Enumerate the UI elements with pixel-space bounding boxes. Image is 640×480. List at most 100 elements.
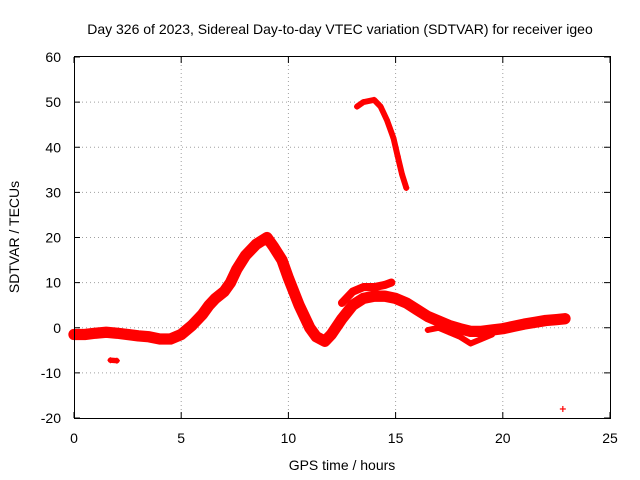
data-point [113,330,120,337]
data-point [424,327,431,334]
data-point [381,293,388,300]
data-point [103,329,110,336]
grid-lines [74,57,610,418]
y-tick-label: -20 [41,410,61,426]
data-point [499,325,506,332]
data-point [478,336,485,343]
data-point [146,333,153,340]
series-trace [354,96,410,191]
data-point [377,103,384,110]
x-tick-label: 25 [602,430,618,446]
data-point [559,405,566,412]
data-point [446,322,453,329]
data-point [221,288,228,295]
data-point [561,315,568,322]
y-tick-label: 0 [53,320,61,336]
data-point [339,315,345,322]
x-tick-label: 20 [495,430,511,446]
data-point [414,306,421,313]
data-point [349,302,356,309]
data-point [263,234,270,241]
axis-ticks [73,56,611,419]
data-point [296,302,303,309]
data-point [478,328,485,335]
data-point [394,153,401,160]
y-tick-label: 60 [45,49,61,65]
data-point [390,135,397,142]
data-point [339,299,345,306]
data-point [531,319,538,326]
data-point [371,293,378,300]
data-point [360,284,367,291]
data-point [285,275,292,282]
data-point [206,302,213,309]
data-point [399,171,406,178]
series-trace [68,231,571,347]
data-point [424,313,431,320]
data-point [349,288,356,295]
data-point [81,331,88,338]
data-point [489,331,496,338]
data-point [212,295,219,302]
data-point [156,336,163,343]
data-point [270,243,277,250]
data-point [306,324,313,331]
data-point [553,316,560,323]
y-tick-label: 50 [45,94,61,110]
x-tick-labels: 0 5 10 15 20 25 [70,430,618,446]
data-point [456,325,463,332]
data-point [456,333,463,340]
data-point [435,317,442,324]
data-point [403,184,410,191]
data-point [199,311,206,318]
y-tick-label: 30 [45,184,61,200]
data-point [188,322,195,329]
data-point [313,333,320,340]
data-point [384,117,391,124]
data-point [113,357,120,364]
data-point [381,281,388,288]
x-tick-label: 0 [70,430,78,446]
data-point [388,279,395,286]
data-point [542,317,549,324]
data-point [521,321,528,328]
data-point [403,299,410,306]
data-point [328,331,335,338]
data-point [446,329,453,336]
x-axis-label: GPS time / hours [289,457,396,473]
data-point [371,284,378,291]
data-point [107,357,114,364]
y-tick-label: -10 [41,365,61,381]
data-point [227,279,234,286]
data-point [360,295,367,302]
data-point [371,96,378,103]
data-point [135,332,142,339]
data-point [392,295,399,302]
data-point [233,266,240,273]
data-point [278,257,285,264]
y-tick-label: 10 [45,275,61,291]
data-point [467,340,474,347]
data-point [92,330,99,337]
data-point [178,331,185,338]
data-layer [68,96,571,412]
x-tick-label: 5 [177,430,185,446]
data-point [124,331,131,338]
chart-title: Day 326 of 2023, Sidereal Day-to-day VTE… [87,21,593,37]
y-tick-label: 40 [45,139,61,155]
x-tick-label: 15 [388,430,404,446]
data-point [354,103,361,110]
data-point [253,241,260,248]
y-tick-labels: -20 -10 0 10 20 30 40 50 60 [41,49,61,426]
data-point [242,252,249,259]
data-point [510,323,517,330]
data-point [435,324,442,331]
data-point [321,338,328,345]
data-point [467,328,474,335]
y-tick-label: 20 [45,230,61,246]
data-point [167,336,174,343]
data-point [360,99,367,106]
y-axis-label: SDTVAR / TECUs [6,181,22,293]
x-tick-label: 10 [281,430,297,446]
